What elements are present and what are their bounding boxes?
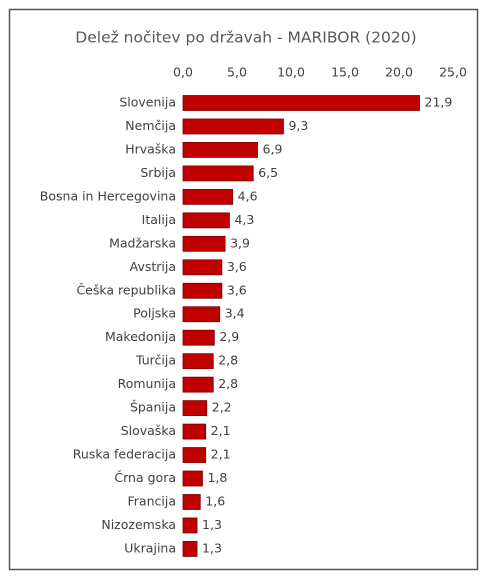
bar (182, 517, 198, 534)
bar (182, 118, 284, 135)
bar (182, 541, 198, 557)
data-label: 1,6 (205, 493, 225, 508)
bar (182, 400, 208, 417)
y-tick-label: Ruska federacija (73, 447, 176, 462)
bar (182, 423, 207, 440)
data-label: 6,9 (263, 141, 283, 156)
bar (182, 259, 223, 276)
x-tick-label: 0,0 (173, 65, 193, 80)
y-tick-label: Španija (130, 400, 176, 415)
data-label: 2,8 (218, 353, 238, 368)
bar (182, 212, 230, 229)
x-tick-label: 20,0 (385, 65, 413, 80)
x-tick-label: 10,0 (277, 65, 305, 80)
y-tick-label: Ukrajina (124, 540, 176, 555)
y-tick-label: Bosna in Hercegovina (40, 188, 176, 203)
data-label: 1,3 (202, 540, 222, 555)
x-tick-label: 15,0 (331, 65, 359, 80)
data-label: 3,4 (225, 306, 245, 321)
x-tick-label: 5,0 (227, 65, 247, 80)
bar (182, 470, 203, 487)
bar (182, 494, 201, 510)
y-tick-label: Nizozemska (101, 517, 176, 532)
data-label: 2,1 (211, 423, 231, 438)
data-label: 1,3 (202, 517, 222, 532)
data-label: 2,2 (212, 400, 232, 415)
bar (182, 188, 234, 205)
chart-title: Delež nočitev po državah - MARIBOR (2020… (75, 29, 416, 47)
data-label: 2,8 (218, 376, 238, 391)
data-label: 3,6 (227, 282, 247, 297)
y-tick-label: Italija (142, 212, 176, 227)
bar (182, 376, 214, 393)
bar (182, 235, 226, 252)
bar (182, 329, 215, 346)
y-tick-label: Srbija (140, 165, 176, 180)
data-label: 2,1 (211, 447, 231, 462)
bar (182, 306, 221, 323)
data-label: 1,8 (207, 470, 227, 485)
bar (182, 95, 420, 111)
data-label: 4,3 (234, 212, 254, 227)
bar (182, 165, 254, 182)
data-label: 9,3 (288, 118, 308, 133)
y-tick-label: Nemčija (125, 118, 176, 133)
y-tick-label: Hrvaška (125, 141, 176, 156)
y-tick-label: Francija (128, 493, 176, 508)
y-tick-label: Slovenija (119, 95, 176, 110)
y-tick-label: Romunija (118, 376, 176, 391)
data-label: 2,9 (219, 329, 239, 344)
y-tick-label: Črna gora (114, 470, 176, 485)
bar (182, 282, 223, 299)
data-label: 3,6 (227, 259, 247, 274)
x-tick-label: 25,0 (439, 65, 467, 80)
data-label: 6,5 (258, 165, 278, 180)
bar (182, 353, 214, 370)
y-tick-label: Madžarska (109, 235, 176, 250)
data-label: 4,6 (238, 188, 258, 203)
bar (182, 142, 258, 158)
data-label: 3,9 (230, 235, 250, 250)
y-tick-label: Češka republika (76, 282, 176, 297)
y-tick-label: Poljska (133, 306, 176, 321)
y-tick-label: Turčija (135, 353, 176, 368)
y-tick-label: Slovaška (121, 423, 176, 438)
y-tick-label: Makedonija (105, 329, 176, 344)
bar (182, 447, 207, 463)
data-label: 21,9 (425, 95, 453, 110)
y-tick-label: Avstrija (130, 259, 176, 274)
